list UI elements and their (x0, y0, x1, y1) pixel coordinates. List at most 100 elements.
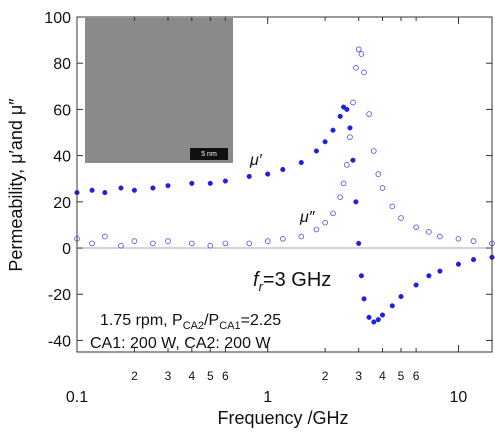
x-minor-label: 5 (398, 369, 405, 383)
point (337, 113, 343, 119)
plot-frame (76, 16, 493, 353)
point (150, 185, 156, 191)
point (371, 319, 377, 325)
point (89, 240, 95, 247)
point (118, 242, 124, 249)
series (74, 104, 495, 325)
point (207, 180, 213, 186)
point (356, 240, 362, 246)
point (350, 99, 356, 106)
x-tick-label: 10 (450, 389, 468, 406)
point (366, 314, 372, 320)
point (280, 235, 286, 242)
point (347, 125, 353, 131)
point (358, 273, 364, 279)
x-minor-label: 4 (379, 369, 386, 383)
x-minor-label: 2 (322, 369, 329, 383)
x-minor-label: 3 (165, 369, 172, 383)
point (298, 160, 304, 166)
fr-sub: r (259, 279, 264, 294)
y-tick-label: -40 (48, 333, 71, 350)
point (398, 294, 404, 300)
condition-1: 1.75 rpm, PCA2/PCA1=2.25 (100, 312, 281, 332)
point (379, 185, 386, 191)
point (165, 238, 171, 244)
point (298, 233, 305, 240)
x-minor-label: 5 (207, 369, 214, 383)
point (347, 134, 353, 140)
y-axis-label: Permeability, μ′and μ″ (6, 98, 26, 272)
x-minor-label: 2 (131, 369, 138, 383)
y-tick-label: 80 (53, 56, 71, 73)
point (353, 65, 359, 71)
condition-2: CA1: 200 W, CA2: 200 W (90, 335, 271, 352)
point (313, 148, 319, 154)
point (358, 51, 365, 57)
fr-rest: =3 GHz (263, 269, 331, 291)
point (344, 162, 350, 168)
point (455, 261, 461, 267)
point (455, 235, 462, 242)
point (375, 171, 382, 177)
point (353, 199, 359, 205)
point (265, 171, 271, 177)
point (389, 203, 396, 210)
point (337, 194, 344, 201)
point (280, 166, 286, 173)
fr-f: f (253, 269, 261, 291)
point (246, 240, 253, 247)
point (118, 185, 124, 191)
x-minor-label: 6 (222, 369, 229, 383)
point (470, 257, 477, 263)
point (131, 238, 138, 244)
y-tick-label: -20 (48, 287, 71, 304)
y-tick-label: 0 (62, 241, 71, 258)
point (340, 180, 347, 187)
point (371, 148, 377, 154)
point (165, 183, 171, 189)
x-minor-label: 3 (355, 369, 362, 383)
point (264, 238, 271, 244)
point (330, 127, 336, 133)
point (313, 226, 320, 233)
point (379, 312, 386, 318)
point (207, 242, 214, 249)
point (375, 317, 381, 323)
c1d: CA1 (219, 320, 240, 332)
series (74, 46, 495, 249)
x-tick-label: 0.1 (66, 389, 88, 406)
point (350, 157, 356, 163)
point (426, 229, 432, 235)
point (222, 240, 229, 247)
point (470, 238, 477, 244)
scale-bar-box (190, 148, 228, 160)
mu-prime-label: μ′ (249, 152, 263, 169)
point (361, 296, 367, 302)
y-tick-label: 20 (53, 195, 71, 212)
point (222, 178, 228, 184)
mu-double-prime-label: μ″ (299, 209, 316, 226)
point (437, 233, 443, 240)
point (89, 187, 95, 193)
point (437, 268, 443, 274)
point (355, 46, 362, 53)
y-tick-label: 40 (53, 149, 71, 166)
y-tick-label: 100 (44, 10, 71, 27)
point (426, 273, 432, 279)
point (246, 173, 252, 179)
c1b: CA2 (183, 320, 204, 332)
point (189, 180, 195, 186)
point (189, 240, 195, 247)
x-minor-label: 4 (188, 369, 195, 383)
inset-image (85, 18, 233, 163)
x-axis-label: Frequency /GHz (217, 408, 348, 428)
c1e: =2.25 (241, 312, 282, 329)
c1a: 1.75 rpm, P (100, 312, 183, 329)
point (413, 282, 419, 288)
point (131, 187, 137, 193)
point (361, 69, 367, 76)
x-minor-label: 6 (413, 369, 420, 383)
point (398, 215, 404, 221)
